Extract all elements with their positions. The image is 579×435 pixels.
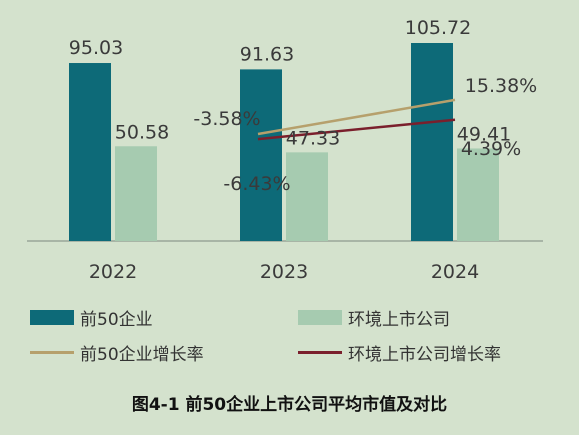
line-env-growth xyxy=(257,118,456,141)
data-label-env-growth-2024: 4.39% xyxy=(461,138,521,160)
data-label-top50-2022: 95.03 xyxy=(69,37,123,59)
figure-caption: 图4-1 前50企业上市公司平均市值及对比 xyxy=(131,395,448,415)
data-label-env-2022: 50.58 xyxy=(115,121,169,143)
data-label-top50-2024: 105.72 xyxy=(405,17,471,39)
x-tick-label-2023: 2023 xyxy=(260,261,308,283)
bar-top50-2022 xyxy=(69,63,111,242)
data-label-top50-2023: 91.63 xyxy=(240,43,294,65)
chart-plot: 2022 2023 2024 95.03 91.63 105.72 50.58 47.33 49… xyxy=(27,17,543,283)
x-tick-label-2022: 2022 xyxy=(89,261,137,283)
bar-top50-2023 xyxy=(240,69,282,241)
line-top50-growth xyxy=(257,98,456,136)
data-label-top50-growth-2024: 15.38% xyxy=(465,75,537,97)
bar-env-2024 xyxy=(457,148,499,241)
data-label-env-2024: 49.41 xyxy=(457,123,511,145)
data-label-env-2023: 47.33 xyxy=(286,127,340,149)
x-tick-label-2024: 2024 xyxy=(431,261,479,283)
bar-env-2023 xyxy=(286,152,328,241)
bar-env-2022 xyxy=(115,146,157,241)
bar-top50-2024 xyxy=(411,43,453,241)
data-label-top50-growth-2023: -3.58% xyxy=(193,108,260,130)
data-label-env-growth-2023: -6.43% xyxy=(223,173,290,195)
